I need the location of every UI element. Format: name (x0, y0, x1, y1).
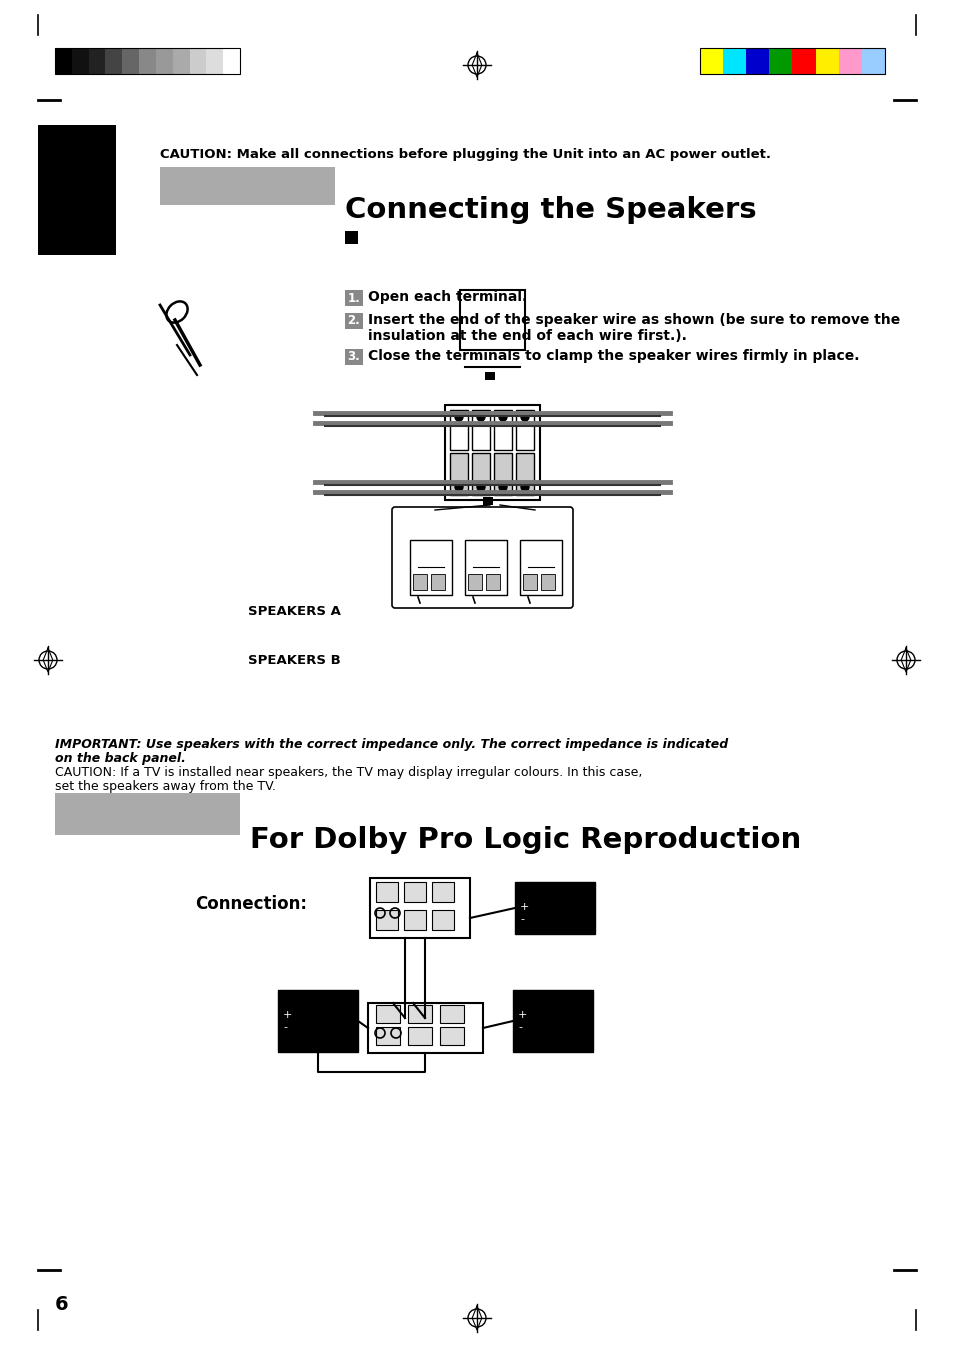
Bar (745, 49, 768, 74)
Bar (223, 49, 240, 74)
Bar (71, 49, 89, 74)
Bar (482, 496, 493, 505)
Bar (431, 575, 444, 590)
Text: +
-: + - (283, 1010, 292, 1032)
Text: Open each terminal.: Open each terminal. (368, 290, 527, 304)
Bar (459, 290, 524, 349)
Bar (792, 49, 815, 74)
Bar (345, 231, 357, 244)
Bar (861, 49, 884, 74)
Bar (432, 911, 454, 929)
Bar (55, 49, 71, 74)
Bar (408, 1027, 432, 1045)
Bar (190, 49, 206, 74)
Bar (450, 410, 468, 451)
Bar (464, 540, 506, 595)
Bar (516, 410, 534, 451)
Bar (815, 49, 838, 74)
Bar (472, 453, 490, 495)
Text: For Dolby Pro Logic Reproduction: For Dolby Pro Logic Reproduction (250, 826, 801, 854)
Bar (439, 1005, 463, 1023)
Bar (345, 349, 363, 366)
Text: 3.: 3. (347, 351, 360, 363)
Text: IMPORTANT: Use speakers with the correct impedance only. The correct impedance i: IMPORTANT: Use speakers with the correct… (55, 738, 727, 751)
Text: 6: 6 (55, 1295, 69, 1314)
Ellipse shape (166, 301, 188, 322)
Bar (838, 49, 861, 74)
Circle shape (520, 413, 529, 421)
Bar (432, 882, 454, 902)
Bar (700, 49, 722, 74)
Bar (403, 911, 426, 929)
Bar (722, 49, 745, 74)
Bar (516, 453, 534, 495)
Bar (368, 1004, 482, 1054)
Circle shape (520, 483, 529, 491)
Bar (122, 49, 139, 74)
Bar (468, 575, 481, 590)
Bar (513, 990, 593, 1052)
Bar (450, 453, 468, 495)
Bar (277, 990, 357, 1052)
Text: CAUTION: Make all connections before plugging the Unit into an AC power outlet.: CAUTION: Make all connections before plu… (160, 148, 770, 161)
Bar (494, 410, 512, 451)
Bar (768, 49, 792, 74)
Bar (370, 878, 470, 938)
Bar (106, 49, 122, 74)
Bar (540, 575, 555, 590)
Circle shape (455, 483, 462, 491)
Bar (700, 49, 884, 74)
Bar (484, 372, 495, 380)
Text: SPEAKERS B: SPEAKERS B (248, 654, 340, 666)
Bar (375, 1005, 399, 1023)
Bar (522, 575, 537, 590)
Circle shape (476, 413, 484, 421)
Bar (206, 49, 223, 74)
Bar (375, 882, 397, 902)
Bar (38, 125, 116, 255)
Bar (472, 410, 490, 451)
Bar (55, 793, 240, 835)
Circle shape (498, 413, 506, 421)
Bar (155, 49, 172, 74)
Bar (375, 1027, 399, 1045)
Bar (160, 167, 335, 205)
Text: +
-: + - (519, 902, 529, 924)
Bar (55, 49, 240, 74)
Bar (345, 313, 363, 329)
Text: SPEAKERS A: SPEAKERS A (248, 604, 340, 618)
Bar (444, 405, 539, 500)
Bar (345, 290, 363, 306)
Bar (519, 540, 561, 595)
Bar (494, 453, 512, 495)
Circle shape (455, 413, 462, 421)
Bar (515, 882, 595, 934)
Bar (413, 575, 427, 590)
Text: +
-: + - (517, 1010, 527, 1032)
Bar (410, 540, 452, 595)
Circle shape (498, 483, 506, 491)
Text: CAUTION: If a TV is installed near speakers, the TV may display irregular colour: CAUTION: If a TV is installed near speak… (55, 766, 641, 778)
Bar (139, 49, 155, 74)
Text: Insert the end of the speaker wire as shown (be sure to remove the: Insert the end of the speaker wire as sh… (368, 313, 900, 326)
Text: Connecting the Speakers: Connecting the Speakers (345, 196, 756, 224)
Bar (485, 575, 499, 590)
FancyBboxPatch shape (392, 507, 573, 608)
Bar (408, 1005, 432, 1023)
Text: set the speakers away from the TV.: set the speakers away from the TV. (55, 780, 275, 793)
Text: Close the terminals to clamp the speaker wires firmly in place.: Close the terminals to clamp the speaker… (368, 349, 859, 363)
Bar (89, 49, 106, 74)
Bar (439, 1027, 463, 1045)
Bar (403, 882, 426, 902)
Text: 1.: 1. (347, 291, 360, 305)
Circle shape (476, 483, 484, 491)
Text: on the back panel.: on the back panel. (55, 751, 186, 765)
Text: insulation at the end of each wire first.).: insulation at the end of each wire first… (368, 329, 686, 343)
Bar (375, 911, 397, 929)
Text: 2.: 2. (347, 314, 360, 328)
Bar (172, 49, 190, 74)
Text: Connection:: Connection: (194, 894, 307, 913)
